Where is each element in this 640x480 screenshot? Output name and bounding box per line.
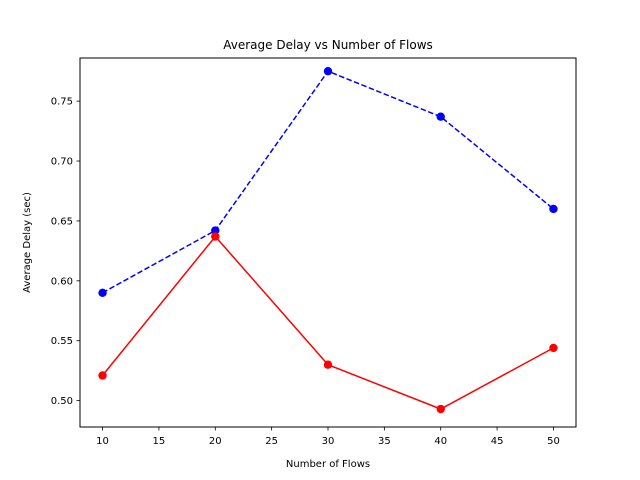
y-tick-label: 0.75 — [51, 97, 73, 108]
x-axis-label: Number of Flows — [286, 459, 370, 470]
series-2-point — [549, 343, 558, 353]
series-1-point — [211, 226, 220, 235]
x-tick-label: 15 — [153, 436, 166, 447]
x-tick-label: 10 — [96, 436, 109, 447]
plot-area: 10 15 20 25 30 35 40 45 50 0.50 0.55 0.60 0.65 0.70 0.… — [51, 66, 560, 447]
x-tick-label: 25 — [265, 436, 278, 447]
x-tick-label: 30 — [322, 436, 335, 447]
y-tick-label: 0.70 — [51, 157, 73, 168]
x-tick-label: 50 — [547, 436, 560, 447]
series-2-point — [323, 360, 333, 369]
series-2-point — [436, 404, 445, 414]
series-1-point — [98, 288, 107, 298]
y-tick-label: 0.65 — [51, 216, 73, 227]
series-1-point — [436, 112, 445, 121]
axes-frame — [79, 57, 577, 428]
x-tick-label: 45 — [491, 436, 504, 447]
chart-title: Average Delay vs Number of Flows — [223, 38, 433, 52]
series-1-point — [549, 204, 558, 214]
x-tick-label: 40 — [434, 436, 447, 447]
y-tick-label: 0.60 — [51, 276, 73, 287]
y-axis-label: Average Delay (sec) — [22, 192, 33, 293]
y-tick-label: 0.55 — [51, 336, 73, 347]
series-2-point — [98, 371, 107, 380]
series-1-point — [323, 66, 333, 76]
series-2-point — [211, 232, 220, 241]
x-tick-label: 20 — [209, 436, 222, 447]
x-tick-label: 35 — [378, 436, 391, 447]
y-tick-label: 0.50 — [51, 396, 73, 407]
